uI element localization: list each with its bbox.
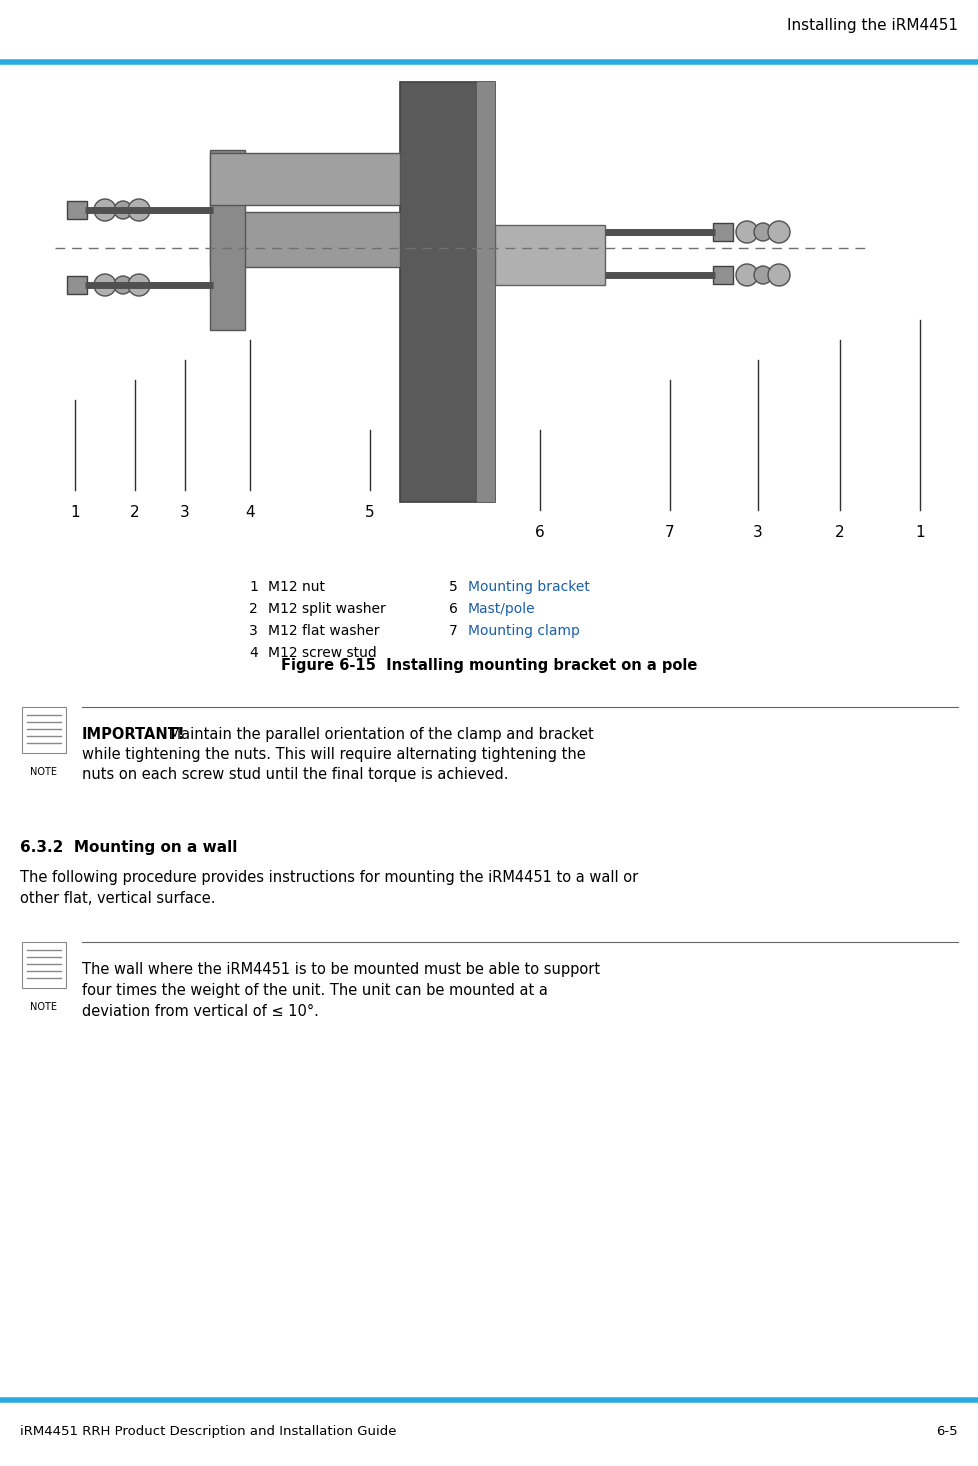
Circle shape bbox=[753, 223, 772, 240]
Text: The following procedure provides instructions for mounting the iRM4451 to a wall: The following procedure provides instruc… bbox=[20, 869, 638, 885]
Text: M12 nut: M12 nut bbox=[268, 581, 325, 594]
Text: 1: 1 bbox=[70, 504, 80, 520]
Text: NOTE: NOTE bbox=[30, 1001, 58, 1012]
Text: four times the weight of the unit. The unit can be mounted at a: four times the weight of the unit. The u… bbox=[82, 984, 548, 998]
Text: 6.3.2  Mounting on a wall: 6.3.2 Mounting on a wall bbox=[20, 840, 237, 855]
Circle shape bbox=[113, 201, 132, 218]
Text: Mast/pole: Mast/pole bbox=[467, 603, 535, 616]
Text: 7: 7 bbox=[449, 625, 458, 638]
Bar bbox=[400, 82, 495, 501]
Text: NOTE: NOTE bbox=[30, 767, 58, 777]
Bar bbox=[67, 201, 87, 218]
Circle shape bbox=[735, 264, 757, 286]
Text: IMPORTANT!: IMPORTANT! bbox=[82, 727, 185, 742]
Text: 4: 4 bbox=[249, 647, 258, 660]
Text: M12 split washer: M12 split washer bbox=[268, 603, 385, 616]
Bar bbox=[22, 707, 66, 754]
Bar bbox=[67, 276, 87, 295]
Circle shape bbox=[767, 221, 789, 243]
Text: 5: 5 bbox=[365, 504, 375, 520]
Text: 2: 2 bbox=[130, 504, 140, 520]
Bar bbox=[22, 943, 66, 988]
Text: Installing the iRM4451: Installing the iRM4451 bbox=[786, 18, 957, 34]
Text: 1: 1 bbox=[248, 581, 258, 594]
Circle shape bbox=[128, 199, 150, 221]
Text: Mounting bracket: Mounting bracket bbox=[467, 581, 590, 594]
Text: 7: 7 bbox=[664, 525, 674, 539]
Circle shape bbox=[767, 264, 789, 286]
Text: Figure 6-15  Installing mounting bracket on a pole: Figure 6-15 Installing mounting bracket … bbox=[281, 658, 696, 673]
Circle shape bbox=[94, 274, 115, 296]
Circle shape bbox=[753, 265, 772, 284]
Text: Maintain the parallel orientation of the clamp and bracket: Maintain the parallel orientation of the… bbox=[164, 727, 593, 742]
Circle shape bbox=[128, 274, 150, 296]
Circle shape bbox=[735, 221, 757, 243]
Text: 6: 6 bbox=[449, 603, 458, 616]
Text: nuts on each screw stud until the final torque is achieved.: nuts on each screw stud until the final … bbox=[82, 767, 508, 781]
Text: M12 flat washer: M12 flat washer bbox=[268, 625, 379, 638]
Text: while tightening the nuts. This will require alternating tightening the: while tightening the nuts. This will req… bbox=[82, 748, 585, 762]
Bar bbox=[210, 150, 244, 330]
Bar bbox=[210, 213, 400, 267]
Text: The wall where the iRM4451 is to be mounted must be able to support: The wall where the iRM4451 is to be moun… bbox=[82, 962, 600, 976]
Bar bbox=[210, 152, 400, 205]
Text: 6: 6 bbox=[535, 525, 545, 539]
Text: deviation from vertical of ≤ 10°.: deviation from vertical of ≤ 10°. bbox=[82, 1004, 319, 1019]
Text: 5: 5 bbox=[449, 581, 458, 594]
Text: Mounting clamp: Mounting clamp bbox=[467, 625, 579, 638]
Bar bbox=[476, 82, 495, 501]
Bar bbox=[712, 223, 733, 240]
Text: 4: 4 bbox=[244, 504, 254, 520]
Text: 3: 3 bbox=[180, 504, 190, 520]
Text: M12 screw stud: M12 screw stud bbox=[268, 647, 377, 660]
Text: 1: 1 bbox=[914, 525, 924, 539]
Bar bbox=[712, 265, 733, 284]
Text: 2: 2 bbox=[249, 603, 258, 616]
Text: 6-5: 6-5 bbox=[935, 1425, 957, 1438]
Text: other flat, vertical surface.: other flat, vertical surface. bbox=[20, 891, 215, 906]
Text: 3: 3 bbox=[249, 625, 258, 638]
Text: 2: 2 bbox=[834, 525, 844, 539]
Text: 3: 3 bbox=[752, 525, 762, 539]
Bar bbox=[495, 224, 604, 284]
Text: iRM4451 RRH Product Description and Installation Guide: iRM4451 RRH Product Description and Inst… bbox=[20, 1425, 396, 1438]
Circle shape bbox=[113, 276, 132, 295]
Circle shape bbox=[94, 199, 115, 221]
